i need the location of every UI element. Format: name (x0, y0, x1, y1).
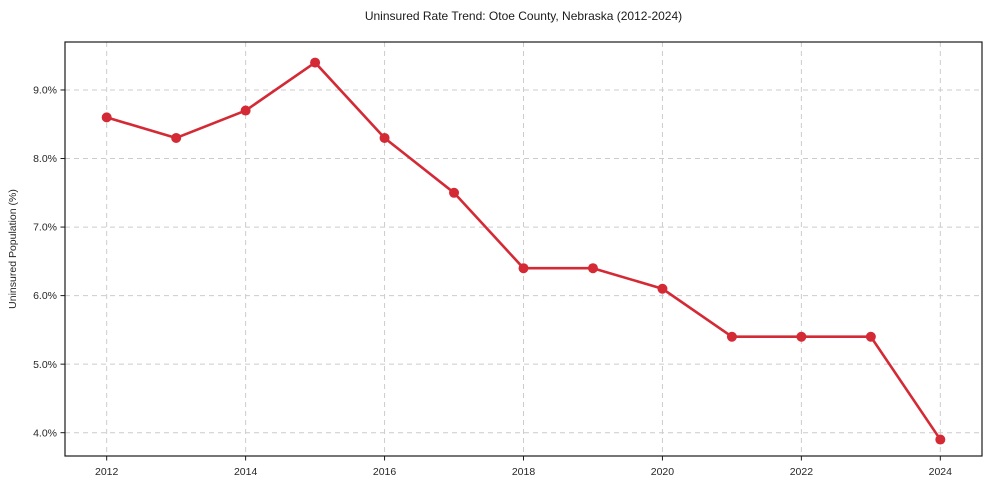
x-tick-label: 2012 (95, 466, 119, 478)
y-tick-label: 8.0% (33, 153, 57, 165)
data-point-marker (935, 434, 946, 445)
x-tick-label: 2020 (651, 466, 675, 478)
data-point-marker (865, 331, 876, 342)
x-tick-label: 2022 (790, 466, 814, 478)
x-tick-label: 2016 (373, 466, 397, 478)
y-tick-label: 4.0% (33, 427, 57, 439)
y-tick-label: 5.0% (33, 359, 57, 371)
data-point-marker (449, 187, 460, 198)
x-tick-label: 2024 (929, 466, 953, 478)
data-series-line (101, 57, 946, 445)
data-point-marker (587, 263, 598, 274)
axis-layer: 2012 2014 2016 2018 2020 2022 2024 4.0% 5.0% 6.0%… (33, 41, 983, 478)
data-point-marker (310, 57, 321, 68)
x-tick-label: 2018 (512, 466, 536, 478)
data-point-marker (240, 105, 251, 116)
x-tick-label: 2014 (234, 466, 258, 478)
data-point-marker (379, 132, 390, 143)
data-point-marker (726, 331, 737, 342)
chart-title: Uninsured Rate Trend: Otoe County, Nebra… (365, 9, 682, 23)
y-tick-label: 7.0% (33, 222, 57, 234)
grid-layer (65, 42, 982, 456)
data-point-marker (101, 112, 112, 123)
data-point-marker (518, 263, 529, 274)
y-tick-label: 6.0% (33, 290, 57, 302)
data-point-marker (171, 132, 182, 143)
data-point-marker (796, 331, 807, 342)
y-tick-label: 9.0% (33, 85, 57, 97)
y-axis-title: Uninsured Population (%) (7, 189, 19, 309)
data-point-marker (657, 283, 668, 294)
